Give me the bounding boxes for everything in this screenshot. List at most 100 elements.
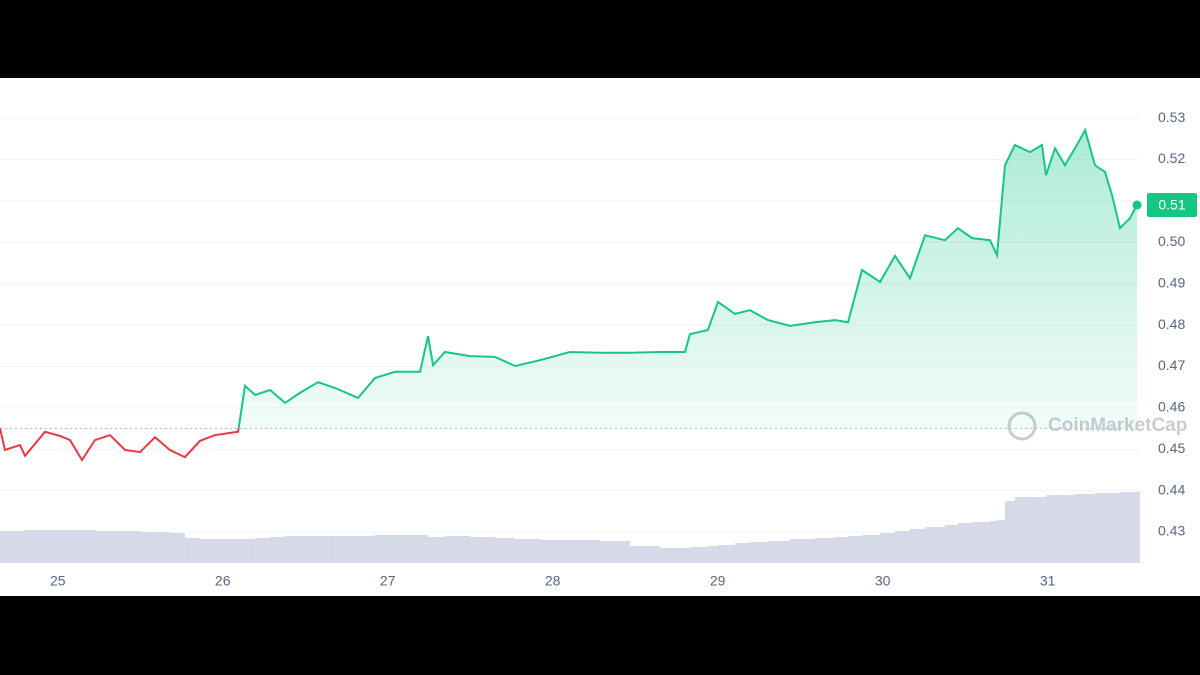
- volume-bar: [45, 530, 61, 563]
- volume-bar: [358, 536, 375, 563]
- volume-bar: [299, 536, 319, 563]
- x-tick-label: 28: [545, 573, 561, 589]
- x-tick-label: 25: [50, 573, 66, 589]
- volume-bar: [0, 531, 5, 563]
- y-tick-label: 0.52: [1158, 150, 1185, 166]
- volume-bar: [925, 527, 945, 563]
- volume-bar: [1137, 492, 1140, 563]
- y-tick-label: 0.46: [1158, 399, 1185, 415]
- volume-bar: [879, 533, 896, 563]
- volume-bar: [958, 523, 973, 563]
- y-tick-label: 0.47: [1158, 357, 1185, 373]
- volume-bar: [707, 546, 718, 563]
- volume-bar: [734, 543, 750, 563]
- volume-bar: [494, 538, 516, 563]
- y-tick-label: 0.49: [1158, 274, 1185, 290]
- volume-bar: [910, 529, 926, 563]
- volume-bar: [470, 537, 495, 563]
- volume-bar: [1129, 492, 1138, 563]
- area: [0, 130, 1137, 429]
- volume-bar: [659, 548, 685, 563]
- volume-bar: [862, 535, 880, 563]
- volume-bar: [1120, 492, 1130, 563]
- volume-bar: [420, 535, 428, 563]
- volume-bar: [335, 536, 359, 563]
- y-tick-label: 0.48: [1158, 316, 1185, 332]
- y-tick-label: 0.45: [1158, 440, 1185, 456]
- price-badge: [1147, 193, 1197, 218]
- volume-bar: [1029, 497, 1043, 563]
- volume-bar: [433, 537, 445, 563]
- volume-bar: [238, 539, 245, 563]
- price-line: [0, 127, 1138, 429]
- volume-bar: [1014, 497, 1030, 563]
- volume-bar: [689, 547, 708, 563]
- volume-bar: [847, 536, 863, 563]
- volume-bar: [155, 532, 170, 563]
- volume-bar: [19, 531, 26, 563]
- volume-bar: [95, 531, 111, 563]
- volume-bar: [1094, 493, 1106, 563]
- volume-bar: [81, 530, 96, 563]
- y-tick-label: 0.50: [1158, 233, 1185, 249]
- x-tick-label: 30: [875, 573, 891, 589]
- volume-bar: [125, 531, 141, 563]
- volume-bar: [214, 539, 239, 563]
- volume-bar: [318, 536, 336, 563]
- volume-bar: [285, 536, 300, 563]
- volume-bar: [110, 531, 126, 563]
- x-tick-label: 26: [215, 573, 231, 589]
- plot: 0.43 0.44 0.45 0.46 0.47 0.48 0.49 0.50 0.51 0.52…: [0, 109, 1197, 589]
- volume-bar: [270, 537, 286, 563]
- volume-bar: [539, 540, 570, 563]
- x-tick-label: 31: [1040, 573, 1056, 589]
- volume-bar: [1064, 495, 1075, 563]
- volume-bar: [717, 545, 735, 563]
- volume-bar: [244, 539, 256, 563]
- volume-bar: [767, 541, 791, 563]
- volume-bar: [790, 539, 815, 563]
- volume-bar: [1105, 493, 1112, 563]
- volume-bar: [140, 532, 156, 563]
- volume-bar: [834, 537, 848, 563]
- volume-bar: [515, 539, 540, 563]
- volume-bar: [444, 536, 471, 563]
- volume-bar: [990, 521, 997, 563]
- volume-bar: [1085, 494, 1095, 563]
- volume-bar: [944, 525, 959, 563]
- x-tick-label: 27: [380, 573, 396, 589]
- volume-bar: [255, 538, 271, 563]
- last-point: [1132, 200, 1142, 210]
- volume-bar: [1055, 495, 1065, 563]
- volume-bar: [1074, 494, 1086, 563]
- volume-bar: [427, 537, 434, 563]
- volume-bar: [1045, 495, 1056, 563]
- volume-bar: [1111, 493, 1121, 563]
- volume-bar: [1042, 497, 1046, 563]
- volume-bar: [600, 541, 631, 563]
- volume-bar: [25, 530, 46, 563]
- volume-bar: [684, 548, 690, 563]
- price-line-below: [0, 428, 240, 462]
- price-badge-label: 0.51: [1158, 197, 1185, 213]
- volume-bar: [199, 539, 215, 563]
- volume-bar: [814, 538, 835, 563]
- volume-bar: [69, 530, 82, 563]
- volume-bar: [184, 538, 200, 563]
- volume-bar: [374, 535, 395, 563]
- volume-bar: [895, 531, 911, 563]
- volume-bar: [1005, 501, 1015, 563]
- volume-bar: [169, 533, 185, 563]
- y-tick-label: 0.43: [1158, 523, 1185, 539]
- volume-bar: [630, 546, 660, 563]
- volume-bar: [749, 542, 768, 563]
- y-tick-label: 0.44: [1158, 481, 1185, 497]
- volume-bar: [996, 520, 1006, 563]
- volume-bar: [972, 522, 991, 563]
- volume-bar: [570, 540, 601, 563]
- volume-bar: [60, 530, 70, 563]
- y-tick-label: 0.53: [1158, 109, 1185, 125]
- x-tick-label: 29: [710, 573, 726, 589]
